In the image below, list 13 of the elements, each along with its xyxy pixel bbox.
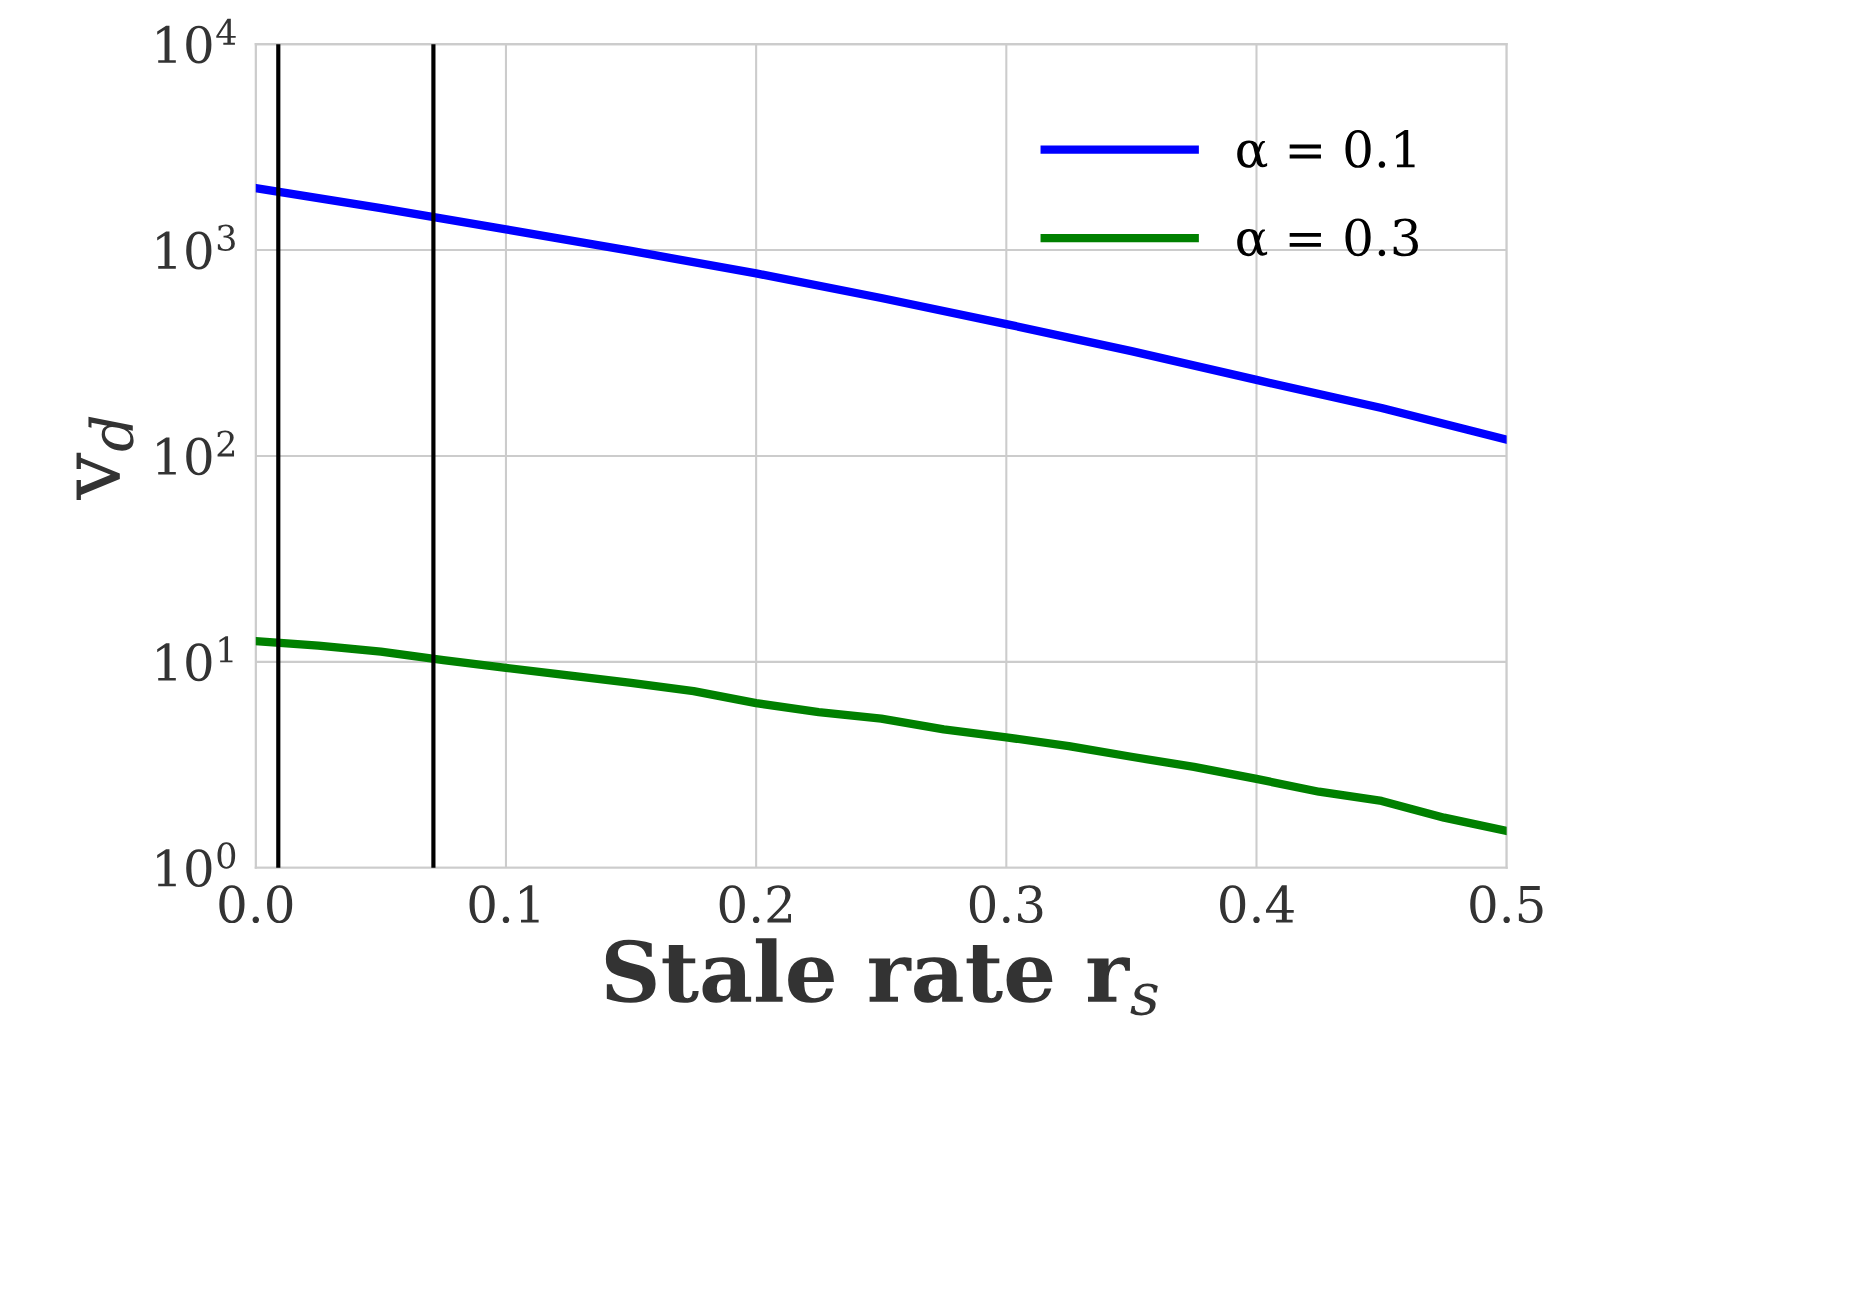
x-axis-title: Stale rate r$_{s}$ [605, 938, 1158, 1016]
legend-label: α = 0.1 [1237, 130, 1415, 168]
x-tick-label: 0.4 [1220, 885, 1294, 924]
x-tick-label: 0.1 [469, 885, 539, 924]
y-tick-label: 10$^{4}$ [157, 18, 236, 64]
x-tick-label: 0.5 [1470, 885, 1543, 924]
y-axis-title: v$_{d}$ [76, 416, 134, 500]
y-tick-label: 10$^{3}$ [157, 224, 235, 270]
x-tick-label: 0.3 [969, 885, 1043, 924]
legend-label: α = 0.3 [1237, 218, 1418, 257]
x-tick-label: 0.2 [719, 885, 791, 924]
y-tick-label: 10$^{1}$ [157, 636, 233, 682]
y-tick-label: 10$^{2}$ [157, 430, 235, 476]
